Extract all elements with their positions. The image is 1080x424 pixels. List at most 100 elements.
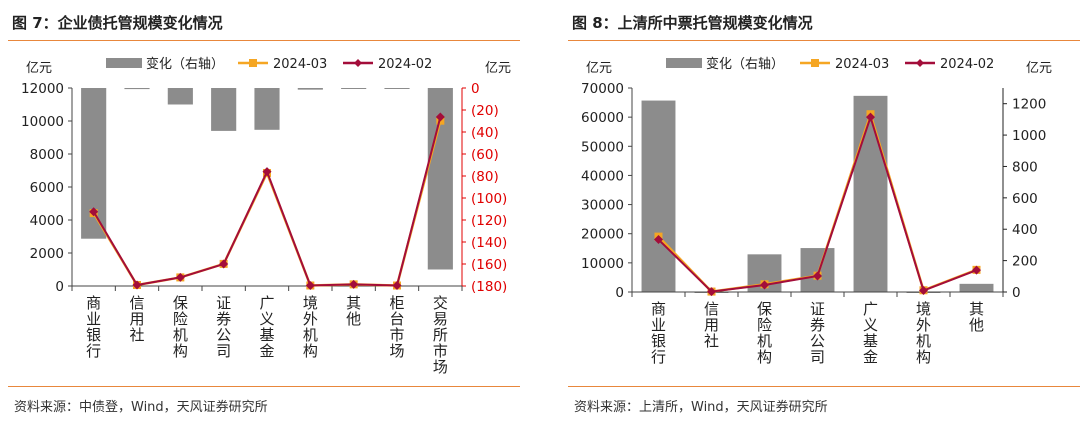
legend-label: 2024-03 <box>835 57 889 72</box>
x-tick-label: 境外机构 <box>916 300 931 366</box>
left-axis-unit: 亿元 <box>26 61 52 76</box>
left-tick-label: 30000 <box>581 198 624 214</box>
legend: 变化（右轴） 2024-03 2024-02 <box>666 56 994 72</box>
x-tick-label: 广义基金 <box>259 294 274 360</box>
right-axis-unit: 亿元 <box>1026 61 1052 76</box>
right-tick-label: 400 <box>1012 222 1038 238</box>
right-tick-label: (160) <box>471 257 507 273</box>
source-rule <box>568 386 1080 387</box>
x-tick-label: 其他 <box>346 294 361 328</box>
bar-change-2 <box>167 88 193 105</box>
legend-swatch-change <box>106 58 142 68</box>
legend-label: 2024-02 <box>940 57 994 72</box>
point-2024-02-6 <box>349 279 359 289</box>
x-tick-label: 证券公司 <box>216 294 231 360</box>
bar-change-3 <box>211 88 237 131</box>
left-tick-label: 0 <box>55 279 64 295</box>
right-tick-label: (80) <box>471 169 499 185</box>
bar-change-5 <box>297 88 323 90</box>
chart-corporate-bond-custody: 变化（右轴） 2024-03 2024-02 亿元 亿元 0 2000 4000 6000 800… <box>21 56 511 376</box>
point-2024-02-1 <box>132 280 142 290</box>
x-tick-label: 保险机构 <box>173 294 188 360</box>
x-tick-label: 保险机构 <box>757 300 772 366</box>
left-tick-label: 40000 <box>581 168 624 184</box>
bar-change-3 <box>800 248 835 292</box>
x-tick-label: 交易所市场 <box>433 294 448 376</box>
point-2024-02-3 <box>813 271 822 281</box>
x-tick-label: 柜台市场 <box>389 294 404 360</box>
left-tick-label: 12000 <box>21 81 64 97</box>
point-2024-02-5 <box>305 281 315 291</box>
source-note: 资料来源：上清所，Wind，天风证券研究所 <box>574 400 828 415</box>
x-tick-label: 广义基金 <box>863 300 878 366</box>
series-line-2024-02 <box>92 116 442 287</box>
right-tick-label: (180) <box>471 279 507 295</box>
left-tick-label: 10000 <box>21 114 64 130</box>
point-2024-02-8 <box>435 112 445 122</box>
x-tick-label: 境外机构 <box>303 294 318 360</box>
x-tick-label: 信用社 <box>129 294 144 344</box>
series-line-2024-03 <box>92 120 442 287</box>
point-2024-02-3 <box>219 259 229 269</box>
bar-change-6 <box>959 283 994 292</box>
right-tick-label: (60) <box>471 147 499 163</box>
x-tick-label: 证券公司 <box>810 300 825 366</box>
bar-change-4 <box>853 95 888 292</box>
figure-title: 图 8：上清所中票托管规模变化情况 <box>572 14 813 32</box>
right-tick-label: (120) <box>471 213 507 229</box>
title-rule <box>8 40 520 41</box>
point-2024-02-2 <box>175 272 185 282</box>
source-rule <box>8 386 520 387</box>
left-tick-label: 0 <box>615 285 624 301</box>
point-2024-02-4 <box>262 167 272 177</box>
right-tick-label: 1200 <box>1012 97 1046 113</box>
bar-change-4 <box>254 88 280 130</box>
source-note: 资料来源：中债登，Wind，天风证券研究所 <box>14 400 268 415</box>
left-tick-label: 8000 <box>30 147 64 163</box>
legend-label: 变化（右轴） <box>146 56 224 72</box>
bar-change-6 <box>341 88 367 89</box>
bar-change-7 <box>384 88 410 89</box>
right-tick-label: 600 <box>1012 191 1038 207</box>
right-tick-label: (20) <box>471 103 499 119</box>
right-tick-label: 0 <box>471 81 480 97</box>
x-tick-label: 商业银行 <box>86 294 101 360</box>
x-tick-label: 商业银行 <box>651 300 666 366</box>
left-tick-label: 2000 <box>30 246 64 262</box>
figure-8-panel: 图 8：上清所中票托管规模变化情况 变化（右轴） 2024-03 2024-02 亿元… <box>560 0 1080 424</box>
point-2024-02-7 <box>392 281 402 291</box>
legend-marker-2024-03 <box>811 59 819 67</box>
legend: 变化（右轴） 2024-03 2024-02 <box>106 56 432 72</box>
point-2024-02-4 <box>866 112 875 122</box>
left-tick-label: 60000 <box>581 110 624 126</box>
right-tick-label: (40) <box>471 125 499 141</box>
right-tick-label: 0 <box>1012 285 1021 301</box>
legend-marker-2024-02 <box>354 59 362 67</box>
x-tick-label: 其他 <box>969 300 984 334</box>
point-2024-02-2 <box>760 280 769 290</box>
point-2024-02-5 <box>919 286 928 296</box>
right-tick-label: 1000 <box>1012 128 1046 144</box>
legend-label: 2024-02 <box>378 57 432 72</box>
bar-change-1 <box>124 88 150 90</box>
right-tick-label: (140) <box>471 235 507 251</box>
left-tick-label: 50000 <box>581 139 624 155</box>
right-tick-label: (100) <box>471 191 507 207</box>
left-tick-label: 70000 <box>581 81 624 97</box>
point-2024-02-0 <box>654 235 663 245</box>
legend-marker-2024-02 <box>916 59 924 67</box>
right-tick-label: 200 <box>1012 254 1038 270</box>
point-2024-02-6 <box>972 265 981 275</box>
figure-7-panel: 图 7：企业债托管规模变化情况 变化（右轴） 2024-03 2024-02 亿元 亿元… <box>0 0 520 424</box>
title-rule <box>568 40 1080 41</box>
x-tick-label: 信用社 <box>704 300 719 350</box>
left-tick-label: 10000 <box>581 256 624 272</box>
legend-label: 变化（右轴） <box>706 56 784 72</box>
left-tick-label: 4000 <box>30 213 64 229</box>
point-2024-02-0 <box>89 207 99 217</box>
left-tick-label: 20000 <box>581 227 624 243</box>
point-2024-02-1 <box>707 287 716 297</box>
bar-change-0 <box>641 100 676 292</box>
legend-label: 2024-03 <box>273 57 327 72</box>
